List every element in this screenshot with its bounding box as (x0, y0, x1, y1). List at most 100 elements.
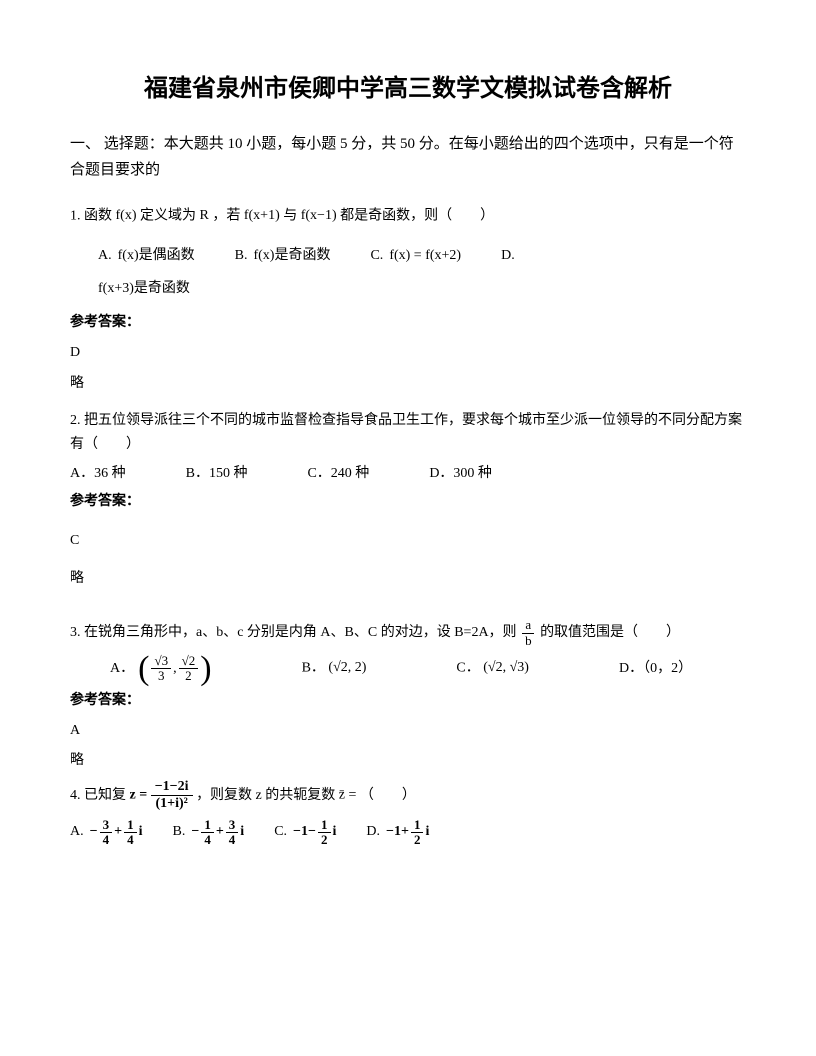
q3-suffix: 的取值范围是（ ） (540, 625, 680, 640)
q1-optD-text: 是奇函数 (134, 272, 190, 306)
q1-mid2: ，若 (212, 209, 244, 224)
q4-frac-den: (1+i)² (151, 796, 191, 812)
q4-optC-f: 12 (318, 818, 331, 848)
q4-optA-f2: 14 (124, 818, 137, 848)
q3-optB: B． (√2, 2) (302, 657, 367, 680)
q4-optA-f1: 34 (100, 818, 113, 848)
q1-optD: D. (501, 239, 521, 273)
page-title: 福建省泉州市侯卿中学高三数学文模拟试卷含解析 (70, 70, 746, 108)
q4-optB-label: B. (172, 821, 185, 843)
q1-options-line2: f(x+3) 是奇函数 (70, 272, 746, 306)
q1-prefix: 1. 函数 (70, 209, 116, 224)
question-2: 2. 把五位领导派往三个不同的城市监督检查指导食品卫生工作，要求每个城市至少派一… (70, 409, 746, 457)
q1-optC-math: f(x) = f(x+2) (389, 239, 461, 273)
plus-icon: + (114, 821, 122, 843)
q1-answer-label: 参考答案： (70, 312, 746, 334)
q4-options: A. − 34 + 14 i B. − 14 + 34 i C. −1− 12 … (70, 818, 746, 848)
q3-frac-den: b (522, 634, 535, 648)
q1-optA-text: 是偶函数 (139, 239, 195, 273)
q3-optA-f1: √3 3 (151, 654, 171, 684)
q4-optC: C. −1− 12 i (274, 818, 336, 848)
q3-optB-expr: (√2, 2) (328, 660, 366, 675)
q3-optD: D．（0，2） (619, 658, 692, 680)
i-symbol: i (333, 821, 337, 843)
rparen-icon: ) (200, 655, 211, 682)
q2-optD: D．300 种 (429, 463, 492, 485)
q4-optB-f1: 14 (201, 818, 214, 848)
q1-optA: A. f(x) 是偶函数 (98, 239, 195, 273)
q3-optC-label: C． (456, 661, 479, 676)
q1-answer: D (70, 342, 746, 364)
q3-optA-label: A． (110, 658, 134, 680)
q4-optC-label: C. (274, 821, 287, 843)
q3-optA-f2: √2 2 (179, 654, 199, 684)
q4-optB: B. − 14 + 34 i (172, 818, 244, 848)
q1-optB-label: B. (235, 239, 248, 273)
q2-answer: C (70, 530, 746, 552)
q1-optD-label: D. (501, 239, 515, 273)
q1-optB-math: f(x) (253, 239, 274, 273)
q1-optA-label: A. (98, 239, 112, 273)
q1-optC: C. f(x) = f(x+2) (370, 239, 461, 273)
q1-note: 略 (70, 373, 746, 395)
q1-mid1: 定义域为 (140, 209, 200, 224)
section-header: 一、 选择题：本大题共 10 小题，每小题 5 分，共 50 分。在每小题给出的… (70, 132, 746, 183)
q3-optA-f2-num: √2 (179, 654, 199, 669)
question-1: 1. 函数 f(x) 定义域为 R ，若 f(x+1) 与 f(x−1) 都是奇… (70, 201, 746, 232)
q3-optA-f1-num: √3 (151, 654, 171, 669)
minus-icon: − (90, 821, 98, 843)
q2-optA: A．36 种 (70, 463, 126, 485)
q2-answer-label: 参考答案： (70, 491, 746, 513)
q4-optD: D. −1+ 12 i (366, 818, 429, 848)
q4-optA-label: A. (70, 821, 84, 843)
q3-optC-expr: (√2, √3) (483, 660, 529, 675)
q3-frac: a b (522, 618, 535, 648)
minus-icon: − (191, 821, 199, 843)
q2-note: 略 (70, 568, 746, 590)
q4-main-frac: −1−2i (1+i)² (151, 779, 193, 812)
q3-frac-num: a (522, 618, 534, 633)
q1-optC-label: C. (370, 239, 383, 273)
question-4: 4. 已知复 z = −1−2i (1+i)² ，则复数 z 的共轭复数 z̄ … (70, 779, 746, 812)
q1-suffix: 都是奇函数，则（ ） (340, 209, 494, 224)
i-symbol: i (139, 821, 143, 843)
q4-optD-label: D. (366, 821, 380, 843)
q4-zeq: z = (130, 787, 148, 802)
minus-icon: −1+ (386, 821, 409, 843)
q1-fxp1: f(x+1) (244, 208, 280, 223)
comma: , (173, 658, 177, 680)
q2-options: A．36 种 B．150 种 C．240 种 D．300 种 (70, 463, 746, 485)
q2-optB: B．150 种 (186, 463, 248, 485)
q4-prefix: 4. 已知复 (70, 788, 130, 803)
q3-answer-label: 参考答案： (70, 690, 746, 712)
section-text: 一、 选择题：本大题共 10 小题，每小题 5 分，共 50 分。在每小题给出的… (70, 136, 734, 178)
i-symbol: i (425, 821, 429, 843)
q3-prefix: 3. 在锐角三角形中，a、b、c 分别是内角 A、B、C 的对边，设 B=2A，… (70, 625, 520, 640)
q4-optA: A. − 34 + 14 i (70, 818, 142, 848)
q4-frac-num: −1−2i (151, 779, 193, 796)
q3-answer: A (70, 720, 746, 742)
q1-R: R (200, 208, 209, 223)
q1-optA-math: f(x) (118, 239, 139, 273)
q4-optD-f: 12 (411, 818, 424, 848)
question-3: 3. 在锐角三角形中，a、b、c 分别是内角 A、B、C 的对边，设 B=2A，… (70, 618, 746, 648)
lparen-icon: ( (138, 655, 149, 682)
q3-optB-label: B． (302, 661, 325, 676)
q4-zbar: z̄ = (339, 787, 357, 802)
q3-optC: C． (√2, √3) (456, 657, 529, 680)
q1-fxm1: f(x−1) (301, 208, 337, 223)
q3-note: 略 (70, 750, 746, 772)
q1-options: A. f(x) 是偶函数 B. f(x) 是奇函数 C. f(x) = f(x+… (70, 239, 746, 273)
minus-icon: −1− (293, 821, 316, 843)
plus-icon: + (216, 821, 224, 843)
q4-suffix: （ ） (360, 788, 416, 803)
q4-mid: ，则复数 z 的共轭复数 (196, 788, 339, 803)
q1-mid3: 与 (283, 209, 301, 224)
q3-optA-f1-den: 3 (155, 669, 168, 683)
q1-optB-text: 是奇函数 (274, 239, 330, 273)
q3-options: A． ( √3 3 , √2 2 ) B． (√2, 2) C． (√2, √3… (70, 654, 746, 684)
q2-optC: C．240 种 (307, 463, 369, 485)
q4-optB-f2: 34 (226, 818, 239, 848)
q1-optB: B. f(x) 是奇函数 (235, 239, 331, 273)
q3-optA: A． ( √3 3 , √2 2 ) (110, 654, 212, 684)
